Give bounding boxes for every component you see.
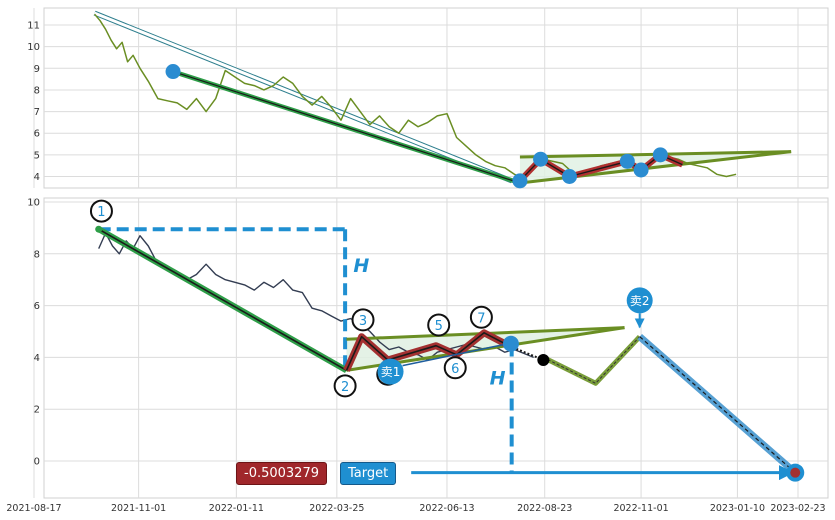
point-label-circle-3: [351, 308, 375, 332]
bottom-panel-y-ticks: 0 2 4 6 8 10: [27, 198, 40, 468]
point-label-circle-1: [89, 199, 113, 223]
bottom-y-tick-label: 10: [27, 198, 40, 209]
bottom-zigzag-core: [345, 331, 510, 371]
top-pivot-marker: [512, 173, 528, 189]
bottom-y-tick-label: 0: [34, 457, 40, 468]
bottom-end-dot: [537, 353, 550, 366]
value-badge: -0.5003279: [236, 462, 327, 485]
bottom-pivot-marker: [502, 335, 519, 352]
top-y-tick-label: 9: [34, 64, 40, 75]
point-label-6: 6: [451, 362, 459, 377]
top-y-tick-label: 11: [27, 21, 40, 32]
top-y-tick-label: 10: [27, 42, 40, 53]
x-tick-label: 2022-08-23: [517, 503, 572, 514]
point-label-circle-2: [333, 374, 357, 398]
top-pivot-marker: [619, 153, 635, 169]
x-tick-label: 2023-01-10: [710, 503, 765, 514]
h-label-2: H: [490, 368, 506, 390]
x-tick-label: 2022-01-11: [209, 503, 264, 514]
bottom-start-dot: [95, 225, 103, 233]
x-axis-ticks: 2021-08-17 2021-11-01 2022-01-11 2022-03-25…: [6, 503, 825, 514]
sell-2-label: 卖2: [630, 294, 650, 308]
point-label-circle-7: [469, 305, 493, 329]
top-y-tick-label: 8: [34, 85, 40, 96]
sell-2-circle: [626, 287, 653, 314]
point-label-circle-5: [427, 313, 451, 337]
bottom-down-leg-core: [98, 228, 347, 372]
top-pivot-marker: [652, 147, 668, 163]
point-label-circle-6: [443, 356, 467, 380]
top-panel-plot: [93, 10, 792, 189]
top-y-tick-label: 4: [34, 172, 40, 183]
target-end-inner: [790, 467, 801, 478]
point-label-5: 5: [435, 319, 443, 334]
x-tick-label: 2021-08-17: [6, 503, 61, 514]
bottom-projection-down-line: [637, 334, 798, 476]
bottom-y-tick-label: 2: [34, 405, 40, 416]
bottom-panel-plot: 1234567卖1卖2HH: [89, 199, 805, 482]
sell-1-label: 卖1: [381, 365, 401, 379]
top-panel-y-ticks: 4 5 6 7 8 9 10 11: [27, 21, 40, 183]
x-tick-label: 2022-03-25: [309, 503, 364, 514]
top-down-leg-core: [172, 70, 521, 184]
point-label-2: 2: [341, 380, 349, 395]
target-badge: Target: [340, 462, 397, 485]
x-tick-label: 2022-11-01: [613, 503, 668, 514]
point-label-3: 3: [359, 314, 367, 329]
point-label-7: 7: [477, 311, 485, 326]
bottom-y-tick-label: 4: [34, 353, 40, 364]
top-y-tick-label: 6: [34, 129, 40, 140]
sell-1-circle: [377, 358, 404, 385]
h-label-1: H: [353, 255, 369, 277]
bottom-projection-core: [543, 336, 641, 384]
top-y-tick-label: 5: [34, 150, 40, 161]
bottom-y-tick-label: 8: [34, 249, 40, 260]
bottom-y-tick-label: 6: [34, 301, 40, 312]
top-pivot-marker: [165, 64, 181, 80]
top-pivot-marker: [633, 162, 649, 178]
sell-1-pointer: [402, 344, 504, 367]
point-label-1: 1: [97, 205, 105, 220]
top-pivot-marker: [533, 151, 549, 167]
x-tick-label: 2021-11-01: [111, 503, 166, 514]
x-tick-label: 2022-06-13: [419, 503, 474, 514]
x-tick-label: 2023-02-23: [770, 503, 825, 514]
top-pivot-marker: [561, 169, 577, 184]
top-y-tick-label: 7: [34, 107, 40, 118]
